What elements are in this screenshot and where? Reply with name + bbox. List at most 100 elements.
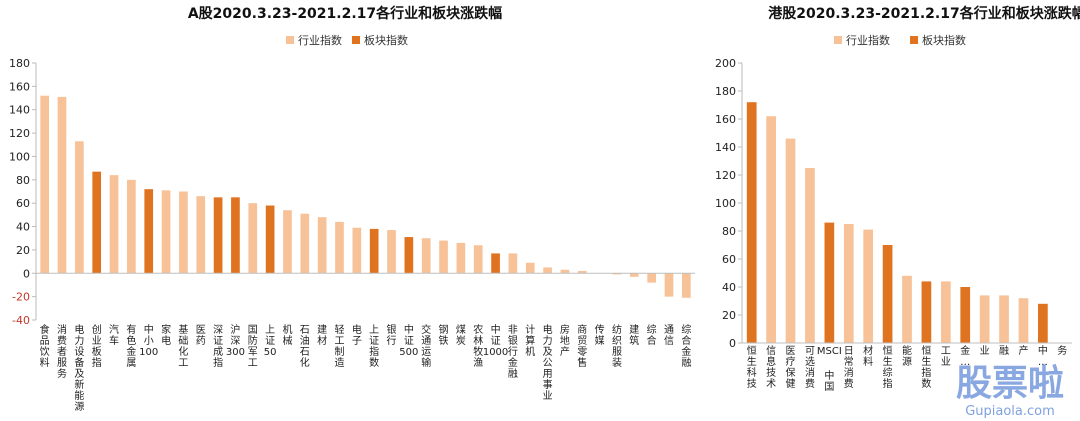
watermark-url: Gupiaola.com <box>965 404 1055 419</box>
left-y-tick-label: 180 <box>9 57 30 70</box>
left-bar <box>387 230 396 274</box>
left-category-label: 基础化工 <box>178 323 188 369</box>
right-bar <box>999 295 1009 343</box>
left-bar <box>473 245 483 274</box>
right-y-tick-label: 0 <box>729 337 736 350</box>
left-category-label: 消费者服务 <box>57 323 67 380</box>
left-category-label: 电力及公用事业 <box>543 323 553 402</box>
left-category-label: 上证指数 <box>369 324 379 369</box>
left-bar <box>543 267 552 274</box>
left-category-label: 计算机 <box>525 323 535 358</box>
left-category-label: 电子 <box>352 323 362 347</box>
right-y-tick-label: 140 <box>715 141 736 154</box>
left-bar <box>577 270 587 274</box>
left-bar <box>525 262 535 274</box>
left-legend-swatch-industry <box>286 36 294 44</box>
right-category-label: 中… <box>1038 344 1048 368</box>
right-category-label: 恒生综指 <box>883 344 893 390</box>
left-bar <box>213 197 223 274</box>
left-category-label: 汽车 <box>109 323 119 347</box>
right-bar <box>1038 303 1048 343</box>
left-category-label: 中小 100 <box>139 323 158 358</box>
left-bar <box>75 141 84 274</box>
right-category-label: 医疗保健 <box>786 345 796 390</box>
right-y-tick-label: 200 <box>715 57 736 70</box>
right-y-tick-label: 100 <box>715 197 736 210</box>
right-category-label: 产 <box>1018 344 1028 357</box>
right-category-label: 金… <box>960 344 970 368</box>
left-y-tick-label: 40 <box>16 221 30 234</box>
right-y-tick-label: 160 <box>715 113 736 126</box>
left-y-tick-label: 140 <box>9 104 30 117</box>
right-y-tick-label: 60 <box>722 253 736 266</box>
left-category-label: 农林牧渔 <box>473 323 483 369</box>
left-bar <box>369 228 379 274</box>
left-bar <box>456 242 466 274</box>
left-bar <box>179 191 188 274</box>
left-category-label: 钢铁 <box>439 323 449 347</box>
left-category-label: 商贸零售 <box>577 323 587 369</box>
left-category-label: 有色金属 <box>126 323 136 369</box>
left-bar <box>664 273 674 297</box>
left-bar <box>231 197 240 274</box>
left-category-label: 国防军工 <box>248 324 258 369</box>
right-category-label: 日常消费 <box>844 346 854 390</box>
left-category-label: 中证 500 <box>399 323 418 358</box>
left-y-tick-label: -20 <box>12 291 30 304</box>
left-category-label: 建筑 <box>629 323 639 347</box>
left-y-tick-label: 0 <box>23 267 30 280</box>
left-legend-swatch-sector <box>352 36 360 44</box>
left-bar <box>265 205 275 274</box>
right-category-label: 融 <box>999 345 1009 357</box>
right-y-tick-label: 80 <box>722 225 736 238</box>
left-bar <box>248 203 258 274</box>
left-category-label: 交通运输 <box>421 323 431 369</box>
left-y-tick-label: 20 <box>16 244 30 257</box>
right-plot-area: 0 20 40 60 80 100 120 140 160 180 200 恒生科技信息技术医疗保健可… <box>715 57 1072 393</box>
left-bar <box>629 273 639 277</box>
left-bar <box>161 190 171 274</box>
right-bar <box>766 116 776 343</box>
left-category-label: 纺织服装 <box>612 323 622 369</box>
right-category-label: 业 <box>980 345 990 357</box>
right-y-tick-label: 120 <box>715 169 736 182</box>
right-category-label: 可选消费 <box>805 346 815 390</box>
left-bar <box>421 238 431 274</box>
left-bar <box>57 96 67 274</box>
left-category-label: 中证 1000 <box>483 323 508 358</box>
right-legend-industry: 行业指数 <box>846 33 890 47</box>
right-category-label: 材料 <box>863 344 873 368</box>
left-bar <box>560 269 570 274</box>
left-y-tick-label: 60 <box>16 197 30 210</box>
left-category-label: 综合 <box>647 323 657 347</box>
right-bar <box>902 275 912 343</box>
left-legend-sector: 板块指数 <box>364 33 408 47</box>
left-category-label: 非银行金融 <box>508 324 518 380</box>
left-bar <box>335 221 344 274</box>
right-bar <box>863 229 874 343</box>
left-bar <box>196 196 206 274</box>
left-chart-title: A股2020.3.23-2021.2.17各行业和板块涨跌幅 <box>188 5 502 22</box>
right-category-label: 恒生科技 <box>747 344 757 390</box>
right-category-label: 能源 <box>902 344 912 368</box>
left-category-label: 家电 <box>161 323 171 347</box>
left-y-tick-label: 160 <box>9 80 30 93</box>
right-y-tick-label: 20 <box>722 309 736 322</box>
left-bar <box>300 213 310 274</box>
left-bar <box>109 175 119 274</box>
right-legend-swatch-sector <box>910 36 918 44</box>
left-category-label: 建材 <box>317 323 327 347</box>
left-category-label: 深证成指 <box>213 324 223 369</box>
left-bar <box>283 210 292 274</box>
right-legend-swatch-industry <box>834 36 842 44</box>
left-bar <box>352 227 362 274</box>
left-legend-industry: 行业指数 <box>298 33 342 47</box>
left-bar <box>612 273 622 275</box>
right-legend-sector: 板块指数 <box>922 33 966 47</box>
left-y-tick-label: 100 <box>9 150 30 163</box>
left-y-tick-label: 120 <box>9 127 30 140</box>
right-bar <box>1018 298 1029 343</box>
left-bar <box>144 189 154 274</box>
right-legend: 行业指数 板块指数 <box>834 33 966 47</box>
